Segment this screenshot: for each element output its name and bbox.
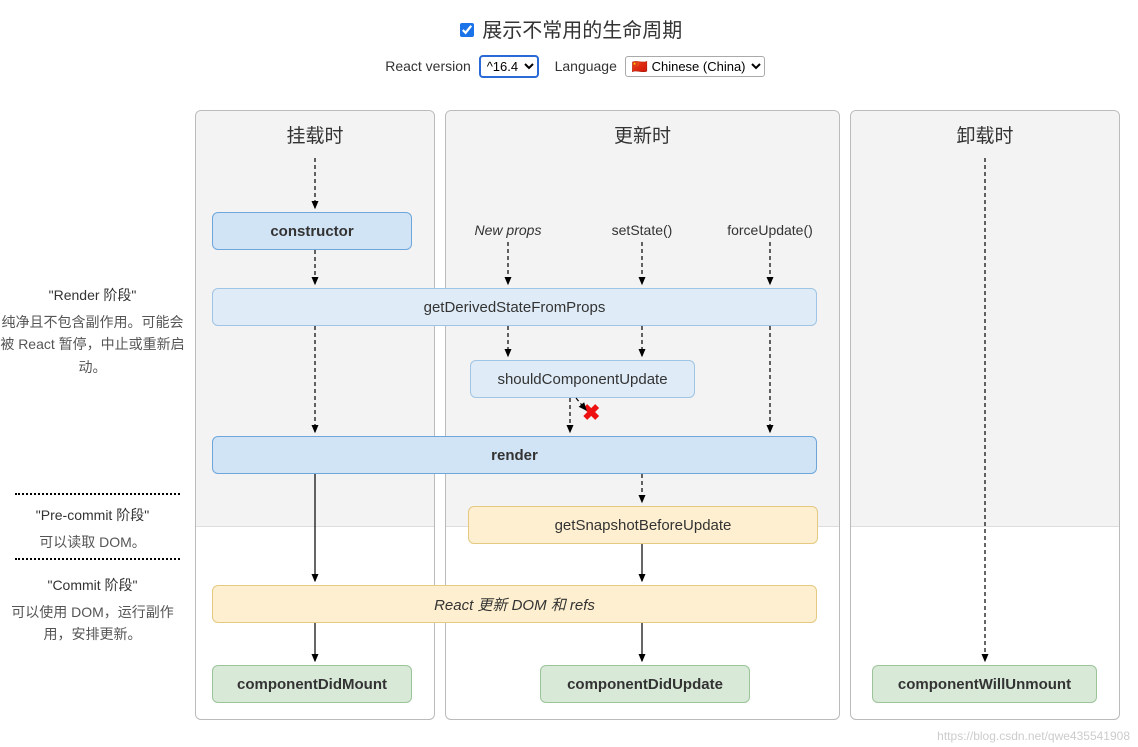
react-version-select[interactable]: ^16.4 [479,55,539,78]
selects-row: React version ^16.4 Language 🇨🇳 Chinese … [0,55,1138,78]
node-gsbu-label: getSnapshotBeforeUpdate [555,517,732,534]
column-unmount-gray: 卸载时 [851,111,1119,527]
column-unmount: 卸载时 [850,110,1120,720]
column-mount: 挂载时 [195,110,435,720]
phase-precommit-title: "Pre-commit 阶段" [0,505,185,525]
node-render[interactable]: render [212,436,817,474]
trigger-setstate: setState() [612,222,673,238]
node-gsbu[interactable]: getSnapshotBeforeUpdate [468,506,818,544]
diagram-stage: "Render 阶段" 纯净且不包含副作用。可能会被 React 暂停，中止或重… [0,110,1138,730]
phase-render-desc: 纯净且不包含副作用。可能会被 React 暂停，中止或重新启动。 [0,311,185,378]
node-cwu-label: componentWillUnmount [898,676,1071,693]
node-cdu-label: componentDidUpdate [567,676,723,693]
node-cwu[interactable]: componentWillUnmount [872,665,1097,703]
phase-commit-desc: 可以使用 DOM，运行副作用，安排更新。 [0,601,185,646]
node-constructor[interactable]: constructor [212,212,412,250]
node-cdm[interactable]: componentDidMount [212,665,412,703]
phase-render-title: "Render 阶段" [0,285,185,305]
node-render-label: render [491,447,538,464]
node-gdsfp-label: getDerivedStateFromProps [424,299,606,316]
top-controls: 展示不常用的生命周期 React version ^16.4 Language … [0,0,1138,78]
phase-divider-2 [15,558,180,560]
node-scu[interactable]: shouldComponentUpdate [470,360,695,398]
react-version-label: React version [385,58,471,74]
node-scu-label: shouldComponentUpdate [497,371,667,388]
phase-render-label: "Render 阶段" 纯净且不包含副作用。可能会被 React 暂停，中止或重… [0,285,185,378]
column-update-title: 更新时 [446,111,839,156]
trigger-forceupdate: forceUpdate() [727,222,813,238]
column-unmount-title: 卸载时 [851,111,1119,156]
trigger-newprops: New props [475,222,542,238]
phase-divider-1 [15,493,180,495]
checkbox-row: 展示不常用的生命周期 [0,14,1138,43]
checkbox-label: 展示不常用的生命周期 [482,20,682,42]
watermark: https://blog.csdn.net/qwe435541908 [937,729,1130,743]
node-react-updates: React 更新 DOM 和 refs [212,585,817,623]
node-cdu[interactable]: componentDidUpdate [540,665,750,703]
language-label: Language [555,58,617,74]
column-mount-title: 挂载时 [196,111,434,156]
node-react-updates-label: React 更新 DOM 和 refs [434,594,595,615]
phase-commit-title: "Commit 阶段" [0,575,185,595]
node-constructor-label: constructor [270,223,353,240]
node-gdsfp[interactable]: getDerivedStateFromProps [212,288,817,326]
phase-precommit-label: "Pre-commit 阶段" 可以读取 DOM。 [0,505,185,553]
phase-precommit-desc: 可以读取 DOM。 [0,531,185,553]
node-cdm-label: componentDidMount [237,676,387,693]
toggle-less-common-checkbox[interactable] [460,23,474,37]
x-mark-icon: ✖ [582,400,600,426]
column-update: 更新时 [445,110,840,720]
language-select[interactable]: 🇨🇳 Chinese (China) [625,56,765,77]
phase-commit-label: "Commit 阶段" 可以使用 DOM，运行副作用，安排更新。 [0,575,185,646]
